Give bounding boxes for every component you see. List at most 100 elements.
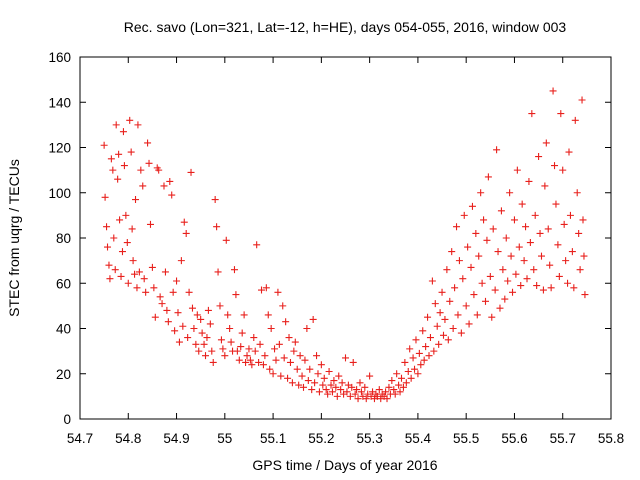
data-point-marker xyxy=(420,356,428,364)
data-point-marker xyxy=(110,234,118,242)
data-point-marker xyxy=(238,329,246,337)
data-point-marker xyxy=(266,365,274,373)
data-point-marker xyxy=(182,229,190,237)
data-point-marker xyxy=(477,189,485,197)
data-point-marker xyxy=(219,345,227,353)
data-point-marker xyxy=(353,386,361,394)
data-point-marker xyxy=(213,223,221,231)
data-point-marker xyxy=(313,352,321,360)
y-tick-label: 140 xyxy=(48,95,71,110)
data-point-marker xyxy=(105,261,113,269)
data-point-marker xyxy=(415,349,423,357)
data-point-marker xyxy=(285,334,293,342)
data-point-marker xyxy=(211,196,219,204)
data-point-marker xyxy=(559,166,567,174)
data-point-marker xyxy=(168,191,176,199)
data-point-marker xyxy=(158,300,166,308)
data-point-marker xyxy=(542,139,550,147)
data-point-marker xyxy=(258,286,266,294)
data-point-marker xyxy=(390,386,398,394)
data-point-marker xyxy=(580,252,588,260)
data-point-marker xyxy=(525,177,533,185)
data-point-marker xyxy=(455,257,463,265)
data-point-marker xyxy=(198,329,206,337)
data-point-marker xyxy=(101,193,109,201)
data-point-marker xyxy=(402,379,410,387)
data-point-marker xyxy=(269,370,277,378)
data-point-marker xyxy=(385,383,393,391)
data-point-marker xyxy=(262,284,270,292)
data-point-marker xyxy=(104,243,112,251)
x-tick-label: 54.9 xyxy=(163,431,189,446)
data-point-marker xyxy=(164,318,172,326)
data-point-marker xyxy=(579,216,587,224)
data-point-marker xyxy=(425,352,433,360)
data-point-marker xyxy=(342,354,349,362)
data-point-marker xyxy=(150,284,158,292)
data-point-marker xyxy=(332,383,340,391)
data-point-marker xyxy=(195,347,203,355)
data-point-marker xyxy=(439,331,447,339)
data-point-marker xyxy=(301,356,309,364)
data-point-marker xyxy=(227,338,235,346)
data-point-marker xyxy=(562,257,570,265)
data-point-marker xyxy=(222,236,230,244)
data-point-marker xyxy=(507,252,515,260)
data-point-marker xyxy=(472,229,480,237)
data-point-marker xyxy=(267,325,275,332)
data-point-marker xyxy=(279,302,287,310)
x-tick-label: 55.8 xyxy=(598,431,624,446)
x-tick-label: 55 xyxy=(217,431,232,446)
data-point-marker xyxy=(488,313,496,321)
data-point-marker xyxy=(343,388,351,396)
data-point-marker xyxy=(166,177,174,185)
data-point-marker xyxy=(391,390,399,398)
data-point-marker xyxy=(163,306,171,314)
data-point-marker xyxy=(328,388,336,396)
data-point-marker xyxy=(291,338,299,346)
data-point-marker xyxy=(169,288,177,296)
data-point-marker xyxy=(280,354,288,362)
data-point-marker xyxy=(411,365,419,373)
data-point-marker xyxy=(454,311,462,319)
data-point-marker xyxy=(200,340,208,348)
data-point-marker xyxy=(304,377,312,385)
data-point-marker xyxy=(523,275,531,283)
data-point-marker xyxy=(449,325,457,332)
data-point-marker xyxy=(298,372,306,380)
data-point-marker xyxy=(499,266,507,274)
y-tick-label: 120 xyxy=(48,141,71,156)
data-point-marker xyxy=(133,284,141,292)
data-point-marker xyxy=(555,272,563,280)
data-point-marker xyxy=(383,395,391,403)
data-point-marker xyxy=(119,128,127,136)
data-point-marker xyxy=(441,315,449,323)
data-point-marker xyxy=(284,374,292,382)
data-point-marker xyxy=(506,189,514,197)
data-point-marker xyxy=(277,372,285,380)
data-point-marker xyxy=(107,155,115,163)
data-point-marker xyxy=(438,288,446,296)
data-point-marker xyxy=(537,252,545,260)
x-tick-label: 55.5 xyxy=(453,431,479,446)
data-point-marker xyxy=(478,279,486,287)
data-point-marker xyxy=(462,302,470,310)
data-point-marker xyxy=(114,175,122,183)
data-point-marker xyxy=(520,257,528,265)
data-point-marker xyxy=(346,392,354,400)
data-point-marker xyxy=(544,225,552,233)
data-point-marker xyxy=(248,361,256,369)
data-point-marker xyxy=(217,336,225,344)
data-point-marker xyxy=(470,291,478,299)
data-point-marker xyxy=(255,358,263,366)
data-point-marker xyxy=(128,225,136,233)
data-point-marker xyxy=(206,320,214,328)
data-point-marker xyxy=(348,383,356,391)
data-point-marker xyxy=(275,340,283,348)
data-point-marker xyxy=(286,358,294,366)
data-point-marker xyxy=(322,386,330,394)
data-point-marker xyxy=(578,96,586,104)
data-point-marker xyxy=(539,286,547,294)
data-point-marker xyxy=(135,268,143,276)
data-point-marker xyxy=(573,189,581,197)
